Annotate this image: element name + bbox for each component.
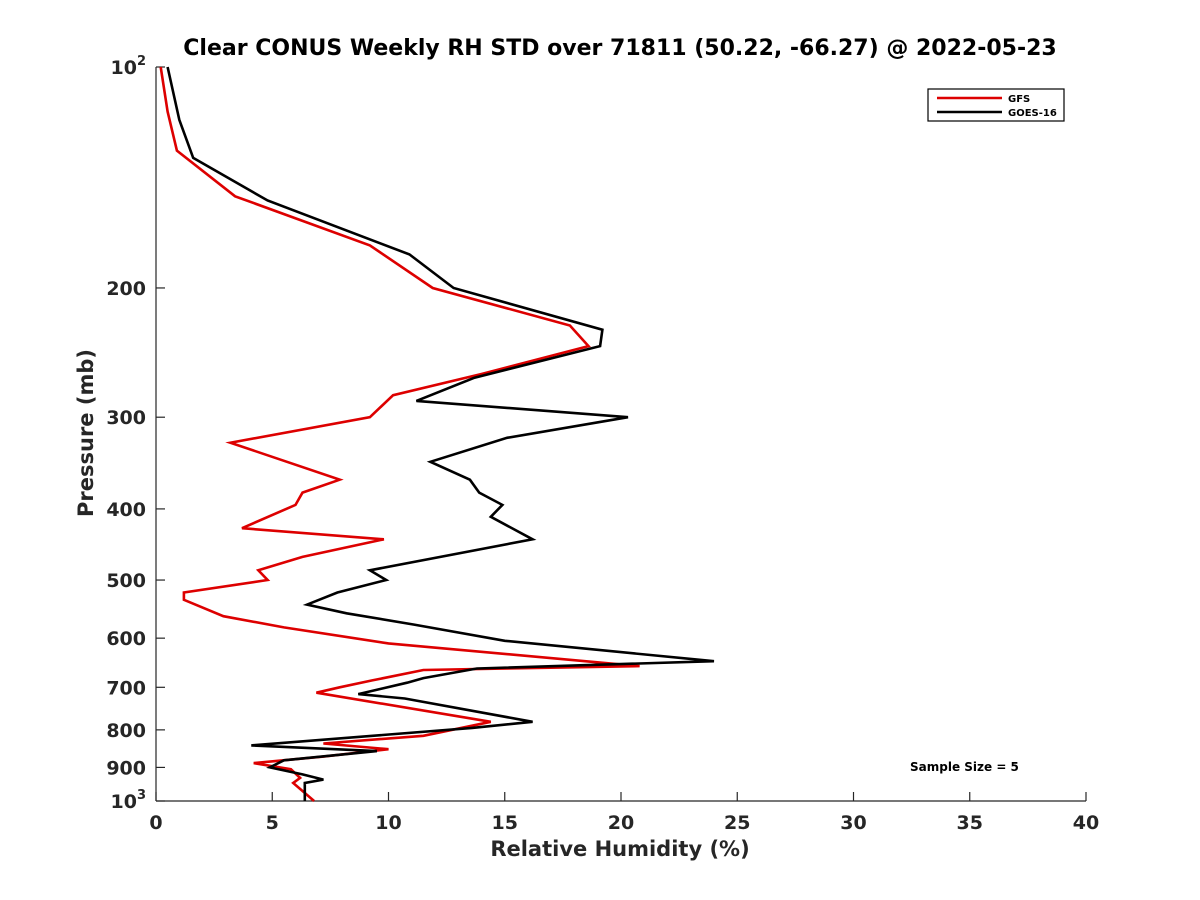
x-tick-label: 5	[266, 812, 279, 834]
legend-entry: GOES-16	[1008, 108, 1057, 119]
y-tick-label: 300	[106, 407, 146, 429]
y-tick-label: 900	[106, 757, 146, 779]
x-tick-label: 35	[957, 812, 983, 834]
y-axis: 102 200 300 400 500 600 700 800 900 103	[106, 54, 165, 813]
x-tick-label: 20	[608, 812, 634, 834]
x-tick-label: 0	[149, 812, 162, 834]
chart-title: Clear CONUS Weekly RH STD over 71811 (50…	[183, 36, 1056, 61]
x-axis-label: Relative Humidity (%)	[490, 837, 749, 861]
y-tick-label: 400	[106, 499, 146, 521]
x-axis: 0 5 10 15 20 25 30 35 40	[149, 792, 1099, 834]
y-tick-label: 500	[106, 570, 146, 592]
series-line-gfs	[159, 66, 640, 802]
legend-entry: GFS	[1008, 94, 1030, 105]
x-tick-label: 25	[724, 812, 750, 834]
series-line-goes-16	[166, 66, 715, 801]
x-tick-label: 30	[840, 812, 866, 834]
y-tick-label: 800	[106, 720, 146, 742]
y-tick-label: 700	[106, 677, 146, 699]
y-axis-label: Pressure (mb)	[74, 349, 98, 517]
x-tick-label: 15	[492, 812, 518, 834]
y-tick-label: 102	[111, 54, 147, 79]
x-tick-label: 10	[375, 812, 401, 834]
y-tick-label: 200	[106, 278, 146, 300]
legend-box	[927, 88, 1065, 122]
y-tick-label: 600	[106, 628, 146, 650]
legend: GFS GOES-16	[927, 88, 1065, 122]
y-tick-label: 103	[111, 788, 147, 813]
plot-area	[155, 67, 1086, 802]
x-tick-label: 40	[1073, 812, 1099, 834]
sample-size-annotation: Sample Size = 5	[910, 760, 1019, 774]
series-layer	[159, 66, 715, 802]
